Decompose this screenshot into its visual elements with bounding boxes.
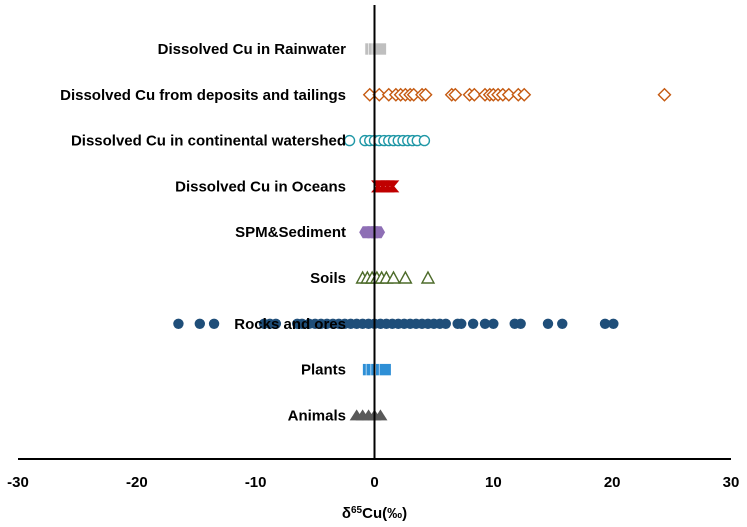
- data-point: [378, 363, 392, 376]
- x-axis-label-suffix: Cu(‰): [362, 505, 407, 522]
- data-point: [657, 87, 672, 102]
- category-label: SPM&Sediment: [235, 224, 346, 241]
- data-point: [373, 409, 388, 421]
- data-point: [599, 318, 611, 329]
- data-point: [374, 42, 387, 56]
- x-tick-labels: -30 -20 -10 0 10 20 30: [7, 474, 739, 491]
- data-point: [608, 318, 619, 329]
- data-point: [467, 318, 479, 329]
- data-point: [208, 318, 220, 329]
- series-group: [359, 226, 386, 239]
- data-point: [385, 180, 400, 193]
- category-label: Soils: [310, 270, 346, 287]
- category-label: Dissolved Cu in continental watershed: [71, 133, 346, 150]
- series-group: [349, 409, 388, 421]
- category-label: Dissolved Cu in Rainwater: [158, 41, 347, 58]
- data-point: [440, 318, 451, 329]
- data-point: [386, 270, 401, 284]
- plot-area: [173, 42, 672, 421]
- x-tick-label: 30: [723, 474, 740, 491]
- data-point: [488, 318, 499, 329]
- x-tick-label: -10: [245, 474, 267, 491]
- data-point: [418, 87, 433, 102]
- data-point: [557, 318, 568, 329]
- category-label: Dissolved Cu in Oceans: [175, 178, 346, 195]
- series-group: [362, 87, 672, 102]
- series-group: [173, 318, 619, 329]
- x-axis-label: δ65Cu(‰): [342, 505, 407, 523]
- data-point: [296, 318, 308, 329]
- series-group: [362, 363, 392, 376]
- data-point: [398, 270, 413, 284]
- x-tick-label: 0: [370, 474, 378, 491]
- data-point: [456, 318, 467, 329]
- data-point: [418, 134, 431, 147]
- data-point: [194, 318, 206, 329]
- data-point: [517, 87, 532, 102]
- data-point: [343, 134, 356, 147]
- data-point: [173, 318, 184, 329]
- data-point: [448, 87, 463, 102]
- data-point: [501, 87, 516, 102]
- category-label: Dissolved Cu from deposits and tailings: [60, 87, 346, 104]
- x-tick-label: 20: [604, 474, 621, 491]
- category-labels: Dissolved Cu in Rainwater Dissolved Cu fr…: [60, 41, 346, 424]
- x-axis-label-superscript: 65: [351, 505, 363, 516]
- x-tick-label: -20: [126, 474, 148, 491]
- series-group: [343, 134, 431, 147]
- series-group: [364, 42, 387, 56]
- data-point: [515, 318, 526, 329]
- x-tick-label: 10: [485, 474, 502, 491]
- data-point: [420, 270, 436, 284]
- series-group: [355, 270, 436, 284]
- x-axis-label-prefix: δ: [342, 505, 351, 522]
- x-tick-label: -30: [7, 474, 29, 491]
- category-label: Rocks and ores: [234, 316, 346, 333]
- data-point: [542, 318, 554, 329]
- category-label: Animals: [288, 407, 346, 424]
- data-point: [270, 318, 282, 329]
- data-point: [467, 87, 482, 102]
- category-label: Plants: [301, 362, 346, 379]
- data-point: [479, 318, 491, 329]
